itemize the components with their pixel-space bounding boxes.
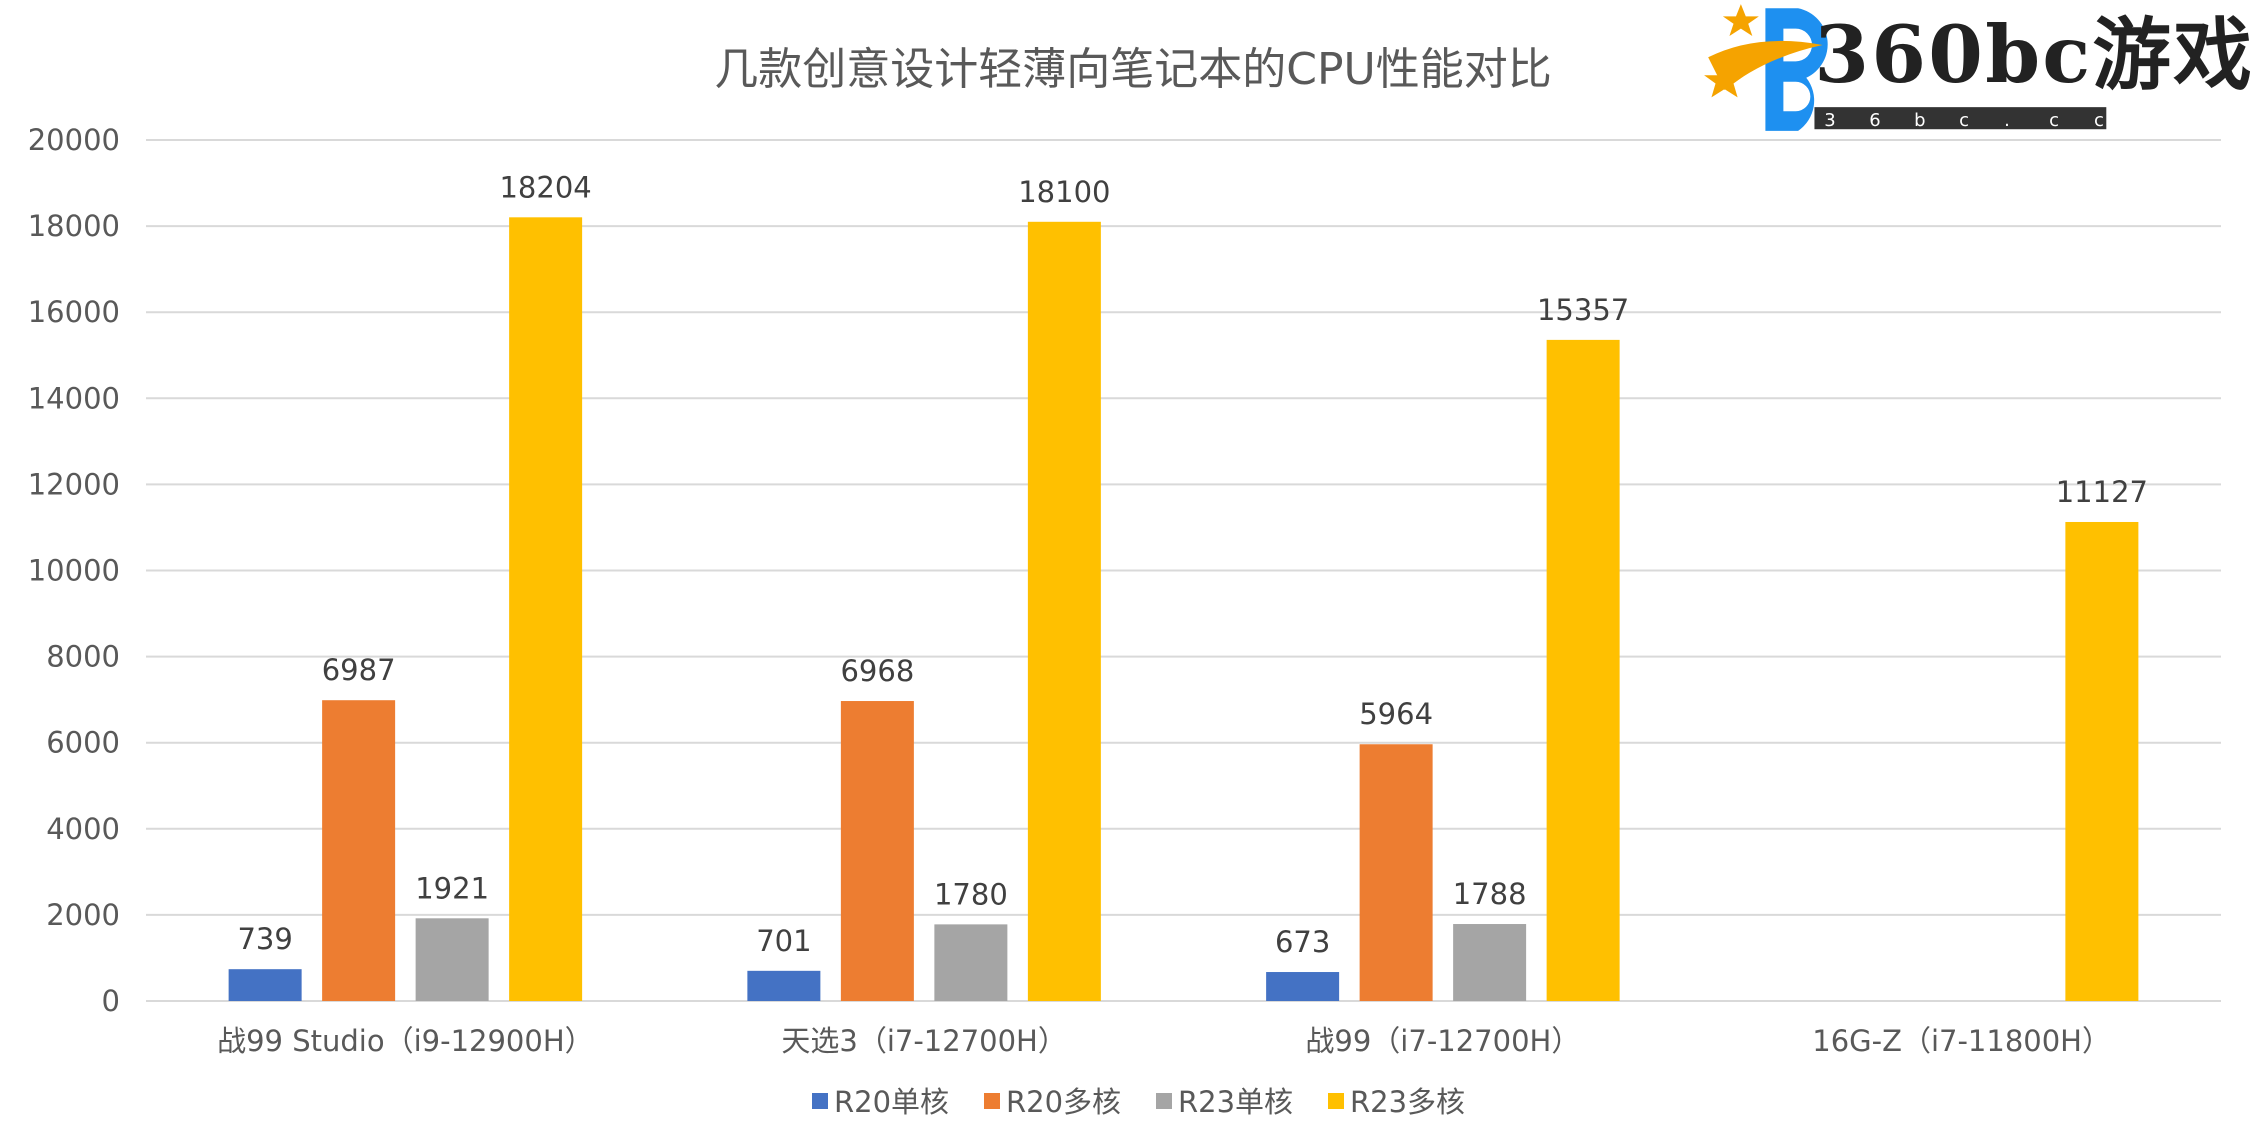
data-label: 18100 xyxy=(1018,175,1110,209)
legend-label: R20单核 xyxy=(834,1085,949,1119)
bar xyxy=(1546,339,1620,1001)
bar xyxy=(747,970,821,1001)
watermark-domain-letter: 3 xyxy=(1824,110,1835,131)
watermark-domain-letter: . xyxy=(2004,110,2010,131)
watermark-domain-letter: c xyxy=(1959,110,1969,131)
legend-label: R23单核 xyxy=(1178,1085,1293,1119)
star-icon xyxy=(1722,4,1759,37)
legend-swatch xyxy=(984,1093,1000,1109)
bar xyxy=(415,918,489,1001)
bar xyxy=(322,700,396,1001)
bar xyxy=(228,969,302,1001)
bar xyxy=(934,924,1008,1001)
data-labels: 739 6987 1921 18204 701 6968 1780 18100 673 5964 1… xyxy=(237,170,2148,959)
b-logo-icon xyxy=(1765,8,1828,131)
y-tick-label: 20000 xyxy=(28,123,120,157)
y-axis-ticks: 0 2000 4000 6000 8000 10000 12000 14000 16000 180… xyxy=(28,123,120,1018)
data-label: 701 xyxy=(756,924,811,958)
watermark-domain-letter: c xyxy=(2049,110,2059,131)
x-tick-label: 战99 Studio（i9-12900H） xyxy=(217,1024,594,1058)
data-label: 739 xyxy=(237,922,292,956)
y-tick-label: 14000 xyxy=(28,381,120,415)
data-label: 5964 xyxy=(1359,697,1433,731)
bar xyxy=(1359,744,1433,1001)
watermark-domain: 3 6 b c. c c xyxy=(1824,110,2104,131)
watermark-domain-letter: c xyxy=(2094,110,2104,131)
legend-label: R23多核 xyxy=(1350,1085,1465,1119)
data-label: 1921 xyxy=(415,871,489,905)
bar xyxy=(1453,924,1527,1001)
bar xyxy=(1266,972,1340,1001)
data-label: 1788 xyxy=(1453,877,1527,911)
data-label: 11127 xyxy=(2056,475,2148,509)
watermark-domain-letter: 6 xyxy=(1869,110,1880,131)
data-label: 6968 xyxy=(840,654,914,688)
legend-swatch xyxy=(1156,1093,1172,1109)
y-tick-label: 4000 xyxy=(46,812,120,846)
y-tick-label: 10000 xyxy=(28,554,120,588)
watermark-domain-letter: b xyxy=(1914,110,1925,131)
bar xyxy=(1027,221,1101,1002)
star-icon xyxy=(1704,61,1745,98)
gridlines xyxy=(146,139,2221,1002)
data-label: 1780 xyxy=(934,877,1008,911)
x-tick-label: 16G-Z（i7-11800H） xyxy=(1812,1024,2111,1058)
x-tick-label: 天选3（i7-12700H） xyxy=(781,1024,1066,1058)
y-tick-label: 8000 xyxy=(46,640,120,674)
data-label: 18204 xyxy=(499,170,591,204)
y-tick-label: 2000 xyxy=(46,898,120,932)
data-label: 15357 xyxy=(1537,293,1629,327)
legend: R20单核 R20多核 R23单核 R23多核 xyxy=(812,1085,1465,1119)
watermark-brand: 360bc游戏 xyxy=(1814,8,2251,101)
legend-swatch xyxy=(1328,1093,1344,1109)
watermark-logo: 360bc游戏 3 6 b c. c c xyxy=(1704,4,2252,131)
legend-label: R20多核 xyxy=(1006,1085,1121,1119)
data-label: 6987 xyxy=(322,653,396,687)
data-label: 673 xyxy=(1275,925,1330,959)
bar xyxy=(509,217,583,1001)
y-tick-label: 18000 xyxy=(28,209,120,243)
legend-swatch xyxy=(812,1093,828,1109)
y-tick-label: 0 xyxy=(102,984,120,1018)
bar xyxy=(840,701,914,1001)
x-axis-ticks: 战99 Studio（i9-12900H） 天选3（i7-12700H） 战99（i… xyxy=(217,1024,2111,1058)
y-tick-label: 16000 xyxy=(28,295,120,329)
y-tick-label: 6000 xyxy=(46,726,120,760)
x-tick-label: 战99（i7-12700H） xyxy=(1305,1024,1580,1058)
bars xyxy=(228,217,2139,1002)
watermark-domain-bar xyxy=(1814,107,2107,130)
y-tick-label: 12000 xyxy=(28,467,120,501)
chart-title: 几款创意设计轻薄向笔记本的CPU性能对比 xyxy=(714,44,1551,95)
bar xyxy=(2065,521,2139,1001)
